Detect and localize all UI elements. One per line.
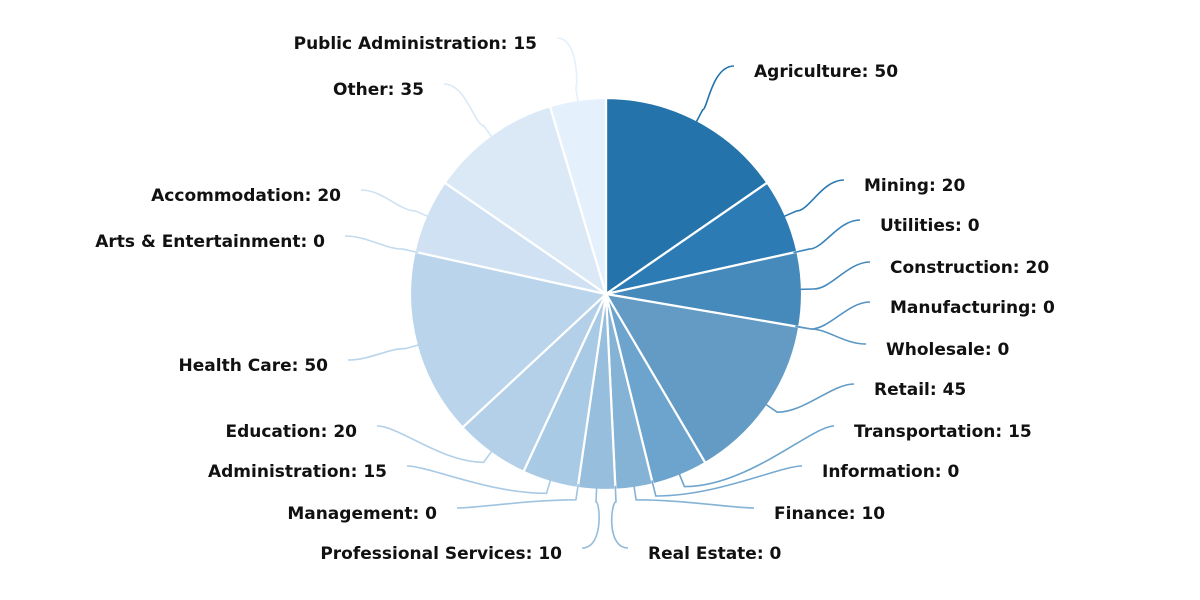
slice-label-construction: Construction: 20 bbox=[890, 258, 1049, 278]
slice-label-transportation: Transportation: 15 bbox=[854, 422, 1032, 442]
slice-label-other: Other: 35 bbox=[333, 80, 424, 100]
slice-label-health-care: Health Care: 50 bbox=[179, 356, 329, 376]
slice-label-mining: Mining: 20 bbox=[864, 176, 965, 196]
leader-line-professional-services bbox=[581, 485, 600, 549]
leader-line-real-estate bbox=[610, 485, 629, 549]
slice-label-wholesale: Wholesale: 0 bbox=[886, 340, 1010, 360]
slice-label-manufacturing: Manufacturing: 0 bbox=[890, 298, 1055, 318]
leader-line-retail bbox=[763, 383, 855, 414]
leader-line-management bbox=[456, 483, 580, 509]
slice-label-management: Management: 0 bbox=[287, 504, 437, 524]
slice-label-finance: Finance: 10 bbox=[774, 504, 885, 524]
leader-line-wholesale bbox=[795, 325, 867, 345]
slice-label-education: Education: 20 bbox=[225, 422, 357, 442]
leader-line-construction bbox=[797, 261, 871, 291]
slice-label-utilities: Utilities: 0 bbox=[880, 216, 980, 236]
slice-label-administration: Administration: 15 bbox=[208, 462, 387, 482]
slice-label-retail: Retail: 45 bbox=[874, 380, 966, 400]
leader-line-mining bbox=[781, 179, 845, 219]
leader-line-information bbox=[651, 465, 803, 497]
slice-label-agriculture: Agriculture: 50 bbox=[754, 62, 898, 82]
leader-line-other bbox=[443, 83, 494, 140]
leader-line-education bbox=[376, 425, 494, 464]
label-layer: Agriculture: 50 Mining: 20 Utilities: 0 Con… bbox=[95, 34, 1055, 564]
leader-line-transportation bbox=[677, 425, 835, 488]
slice-label-public-administration: Public Administration: 15 bbox=[294, 34, 537, 54]
leader-line-manufacturing bbox=[795, 301, 871, 330]
slice-label-information: Information: 0 bbox=[822, 462, 960, 482]
slice-label-professional-services: Professional Services: 10 bbox=[320, 544, 562, 564]
slice-label-real-estate: Real Estate: 0 bbox=[648, 544, 782, 564]
leader-line-accommodation bbox=[360, 189, 431, 219]
leader-line-agriculture bbox=[694, 65, 735, 125]
slice-label-accommodation: Accommodation: 20 bbox=[151, 186, 341, 206]
slice-label-arts-and-entertainment: Arts & Entertainment: 0 bbox=[95, 232, 325, 252]
leader-line-utilities bbox=[793, 219, 861, 254]
slice-layer bbox=[408, 96, 804, 492]
leader-line-arts-and-entertainment bbox=[344, 235, 419, 254]
leader-line-administration bbox=[406, 465, 552, 495]
leader-line-health-care bbox=[347, 343, 421, 361]
leader-line-public-administration bbox=[556, 37, 580, 105]
leader-layer bbox=[344, 37, 871, 549]
leader-line-finance bbox=[632, 483, 755, 509]
